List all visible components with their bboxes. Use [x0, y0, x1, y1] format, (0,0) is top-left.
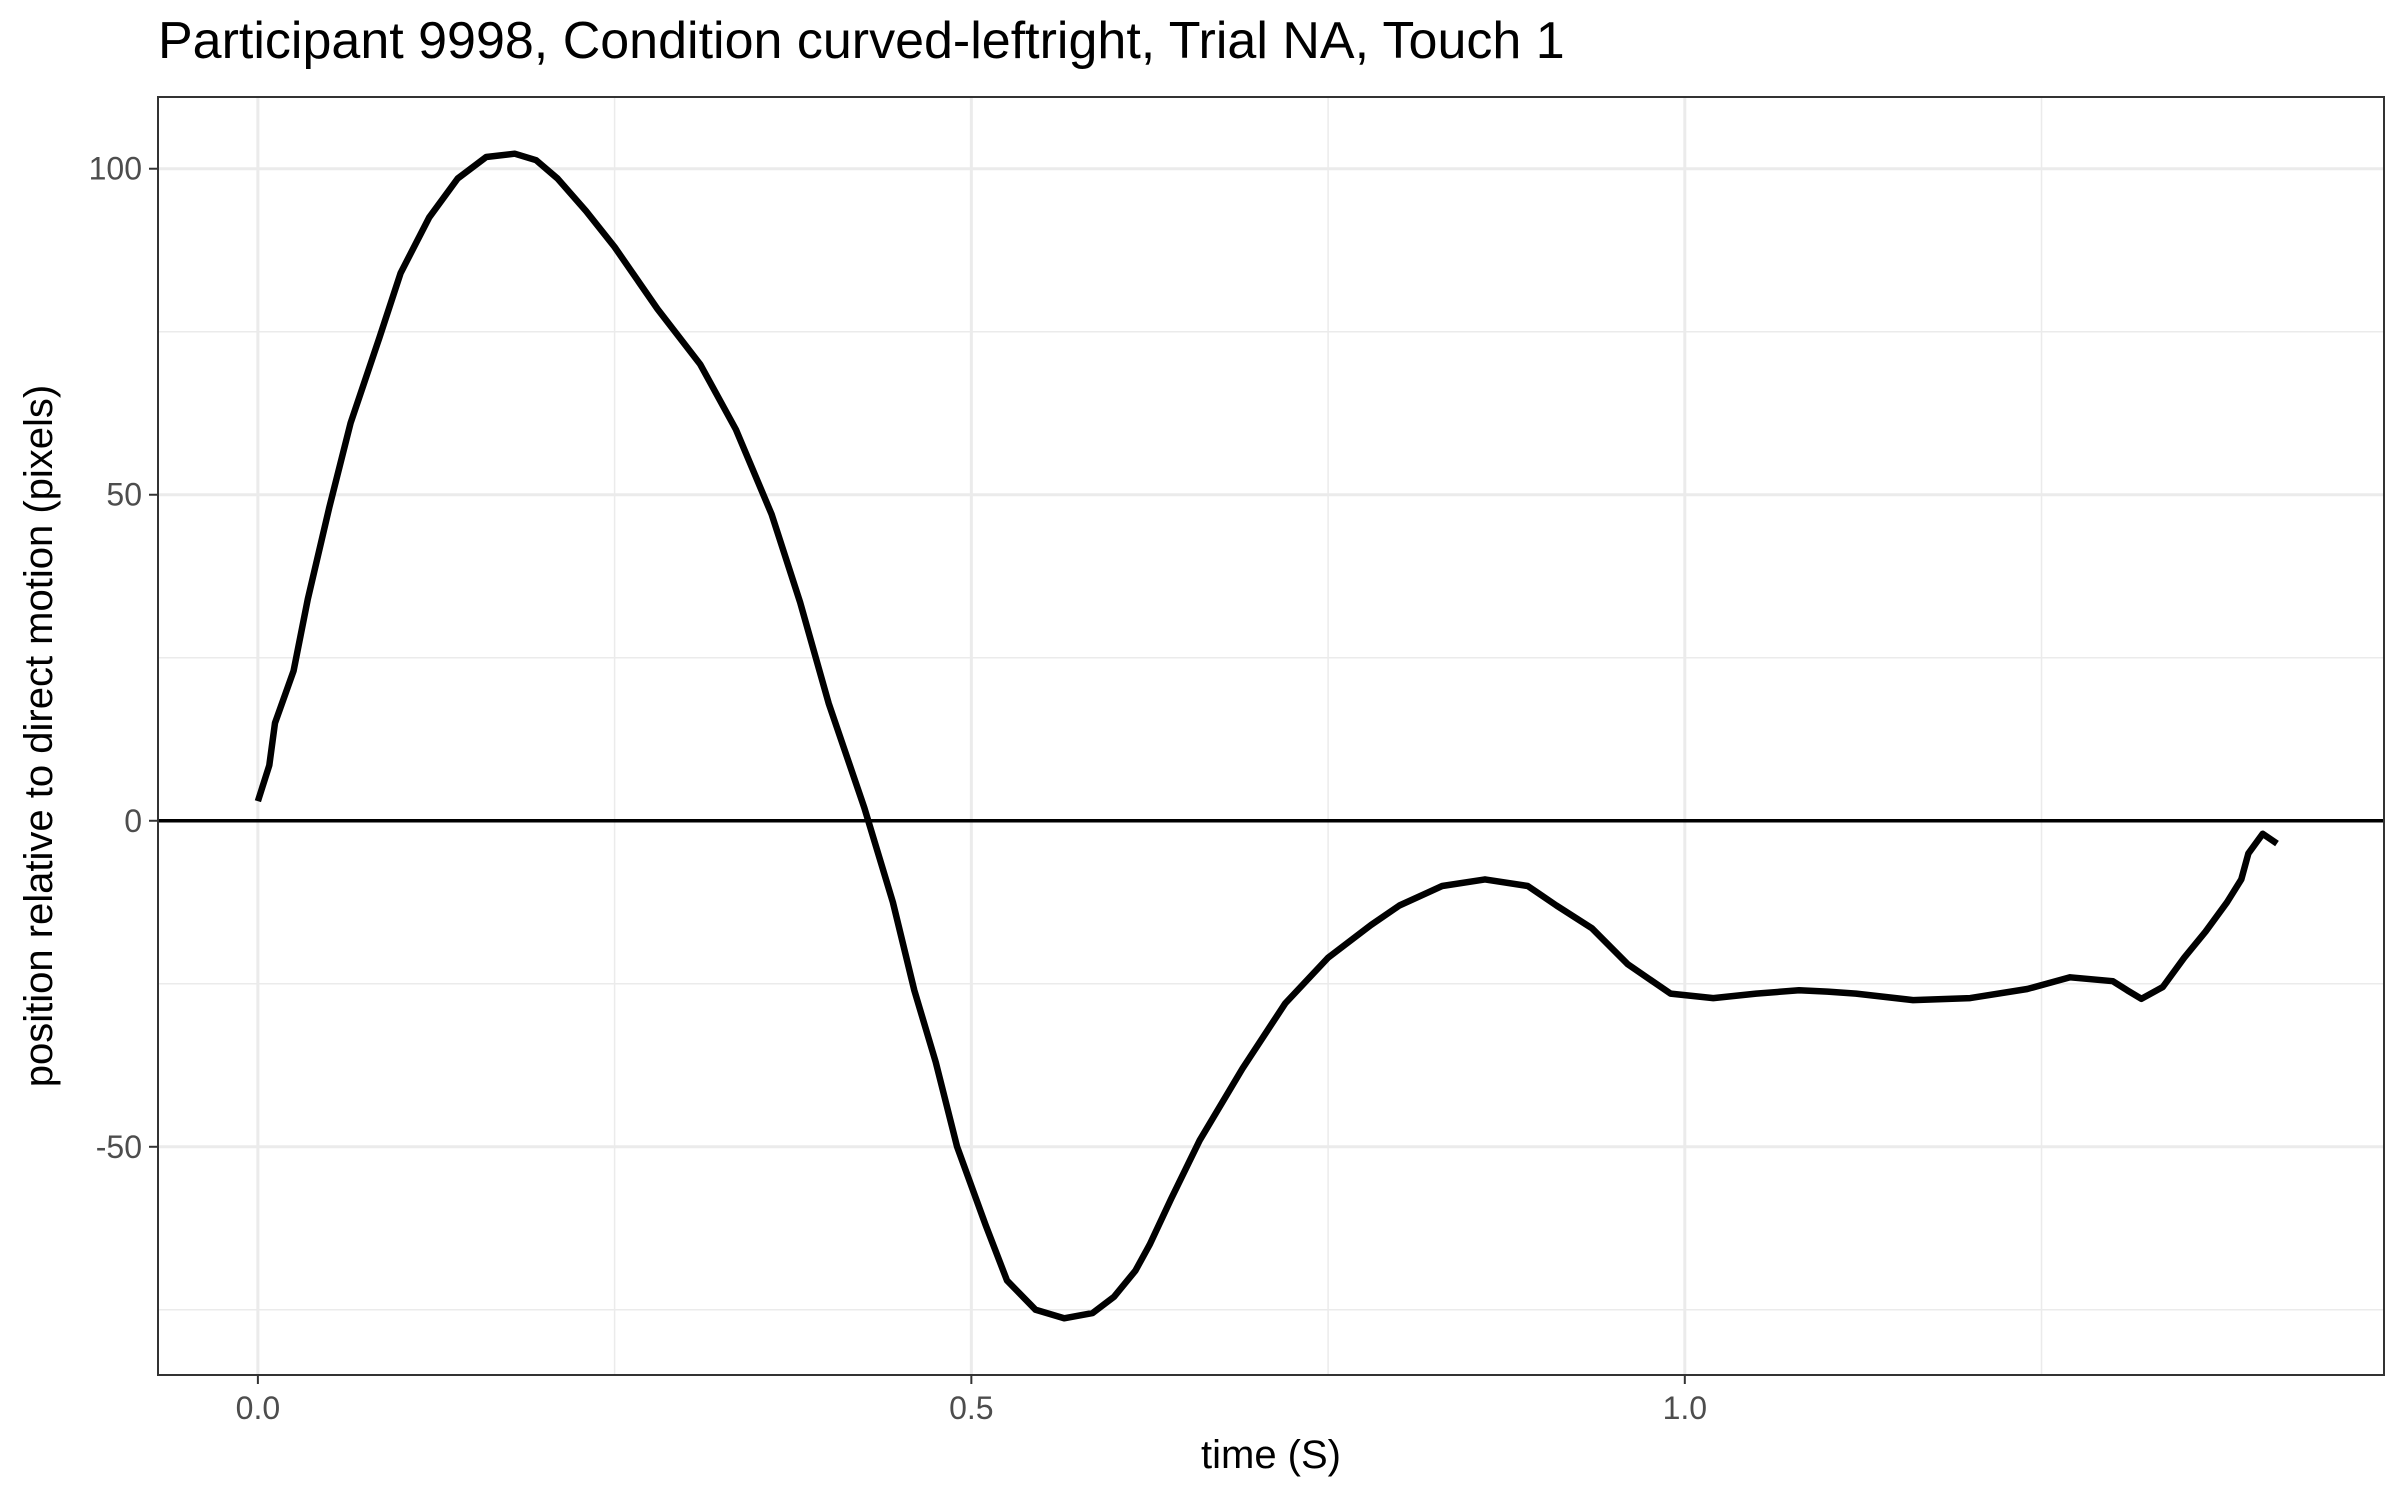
plot-panel [157, 96, 2385, 1376]
x-axis: 0.0 0.5 1.0 [236, 1375, 1707, 1426]
minor-gridlines [158, 97, 2384, 1375]
x-tick-label: 0.0 [236, 1390, 280, 1426]
y-tick-label: 50 [106, 477, 142, 513]
y-tick-label: 0 [124, 803, 142, 839]
trajectory-line [254, 150, 2279, 1322]
y-tick-label: -50 [96, 1129, 142, 1165]
x-tick-label: 0.5 [949, 1390, 993, 1426]
y-axis-title: position relative to direct motion (pixe… [17, 385, 61, 1088]
x-axis-title: time (S) [1201, 1433, 1341, 1477]
y-axis: -50 0 50 100 [89, 151, 158, 1165]
x-tick-label: 1.0 [1663, 1390, 1707, 1426]
y-tick-label: 100 [89, 151, 142, 187]
panel-border [157, 96, 2385, 1376]
panel-background [158, 97, 2384, 1375]
chart-title: Participant 9998, Condition curved-leftr… [158, 12, 1565, 70]
